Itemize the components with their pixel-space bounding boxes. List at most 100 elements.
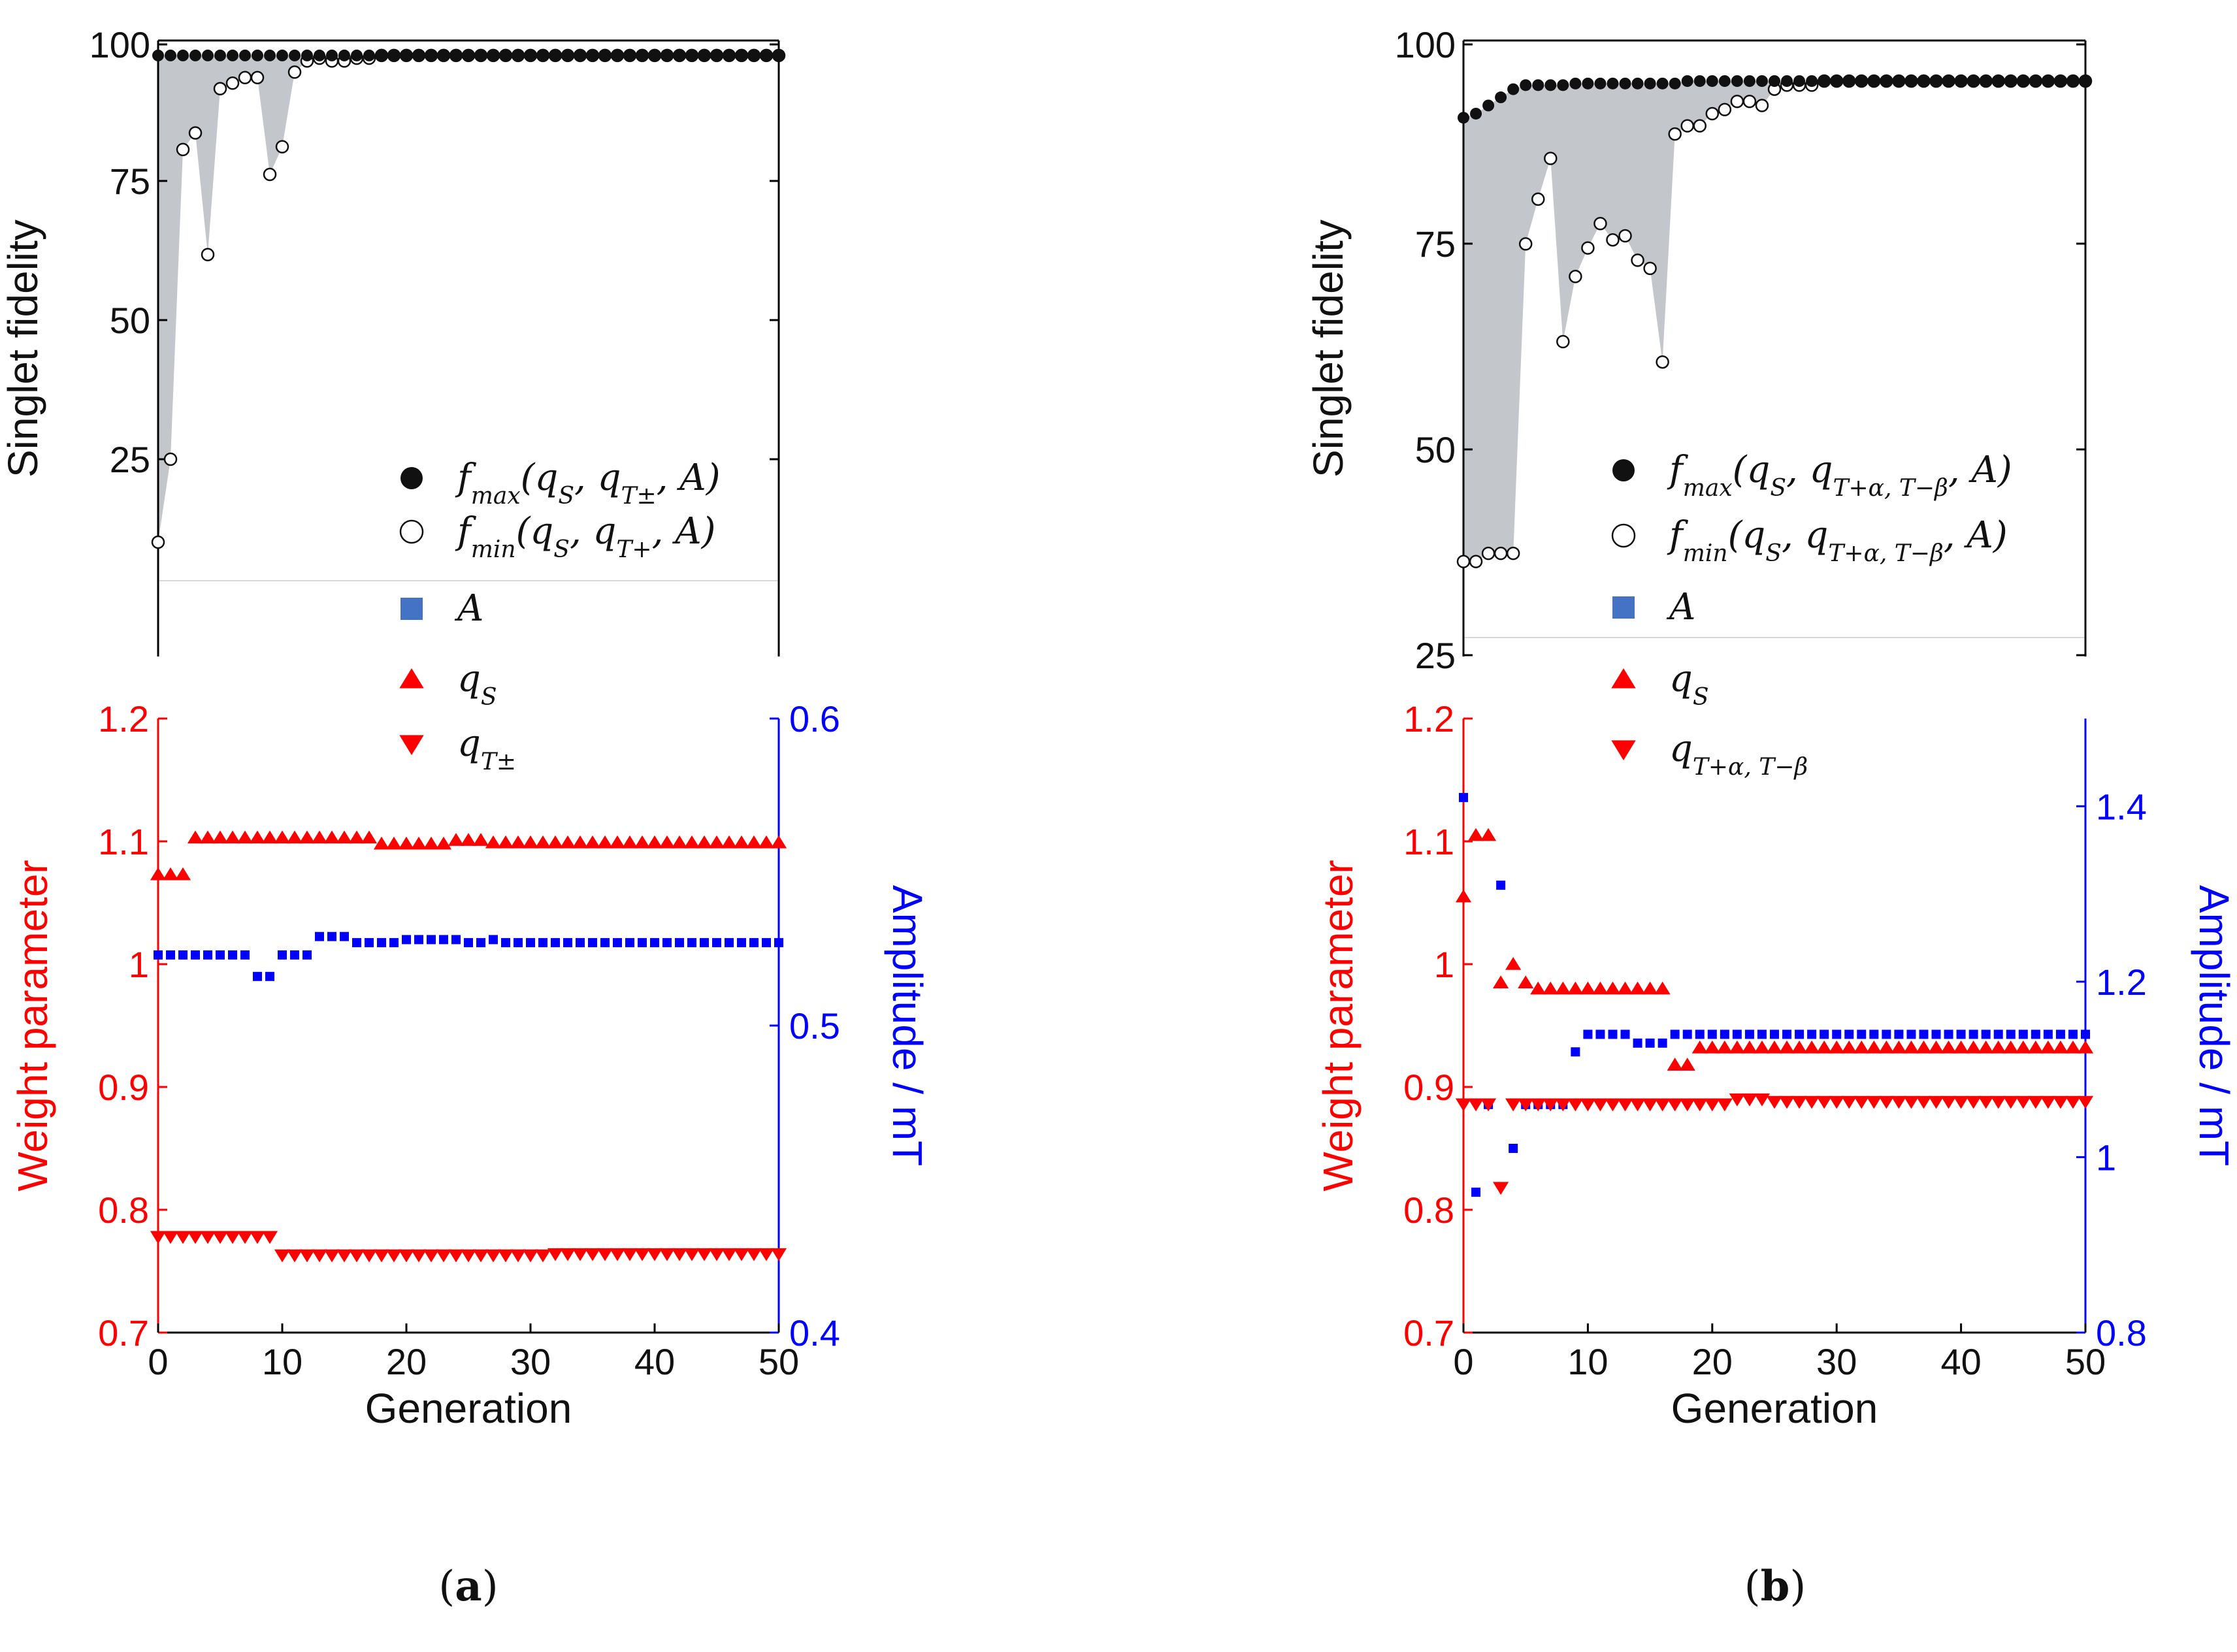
generation-x-tick-label: 10 bbox=[1567, 1341, 1608, 1382]
legend-mid: (q bbox=[1728, 514, 1766, 557]
fmin-point bbox=[1556, 334, 1570, 349]
legend-label: qT± bbox=[457, 722, 516, 775]
fmax-point bbox=[661, 49, 673, 61]
fmax-point bbox=[1992, 75, 2004, 88]
qt-point bbox=[1716, 1098, 1733, 1112]
qs-point bbox=[1592, 981, 1608, 995]
amplitude-point bbox=[240, 950, 250, 960]
fmax-point bbox=[587, 49, 598, 61]
amplitude-point bbox=[476, 938, 485, 948]
legend-divider bbox=[159, 580, 777, 581]
fmax-point bbox=[736, 49, 747, 61]
qs-point bbox=[1778, 1040, 1795, 1054]
qt-point bbox=[1704, 1098, 1720, 1112]
qs-point bbox=[2040, 1040, 2056, 1054]
qs-point bbox=[559, 835, 576, 849]
qt-point bbox=[758, 1248, 775, 1261]
amplitude-point bbox=[377, 938, 386, 948]
qt-point bbox=[348, 1249, 365, 1263]
qs-point bbox=[1978, 1040, 1994, 1054]
amplitude-point bbox=[2055, 1029, 2065, 1039]
fmin-point bbox=[1730, 95, 1744, 108]
qt-point bbox=[659, 1248, 676, 1261]
fmax-point bbox=[1930, 75, 1942, 88]
qt-point bbox=[1741, 1093, 1758, 1107]
generation-x-tick-label: 40 bbox=[634, 1341, 675, 1382]
amplitude-point bbox=[1695, 1029, 1705, 1039]
amplitude-y-tick-label: 0.4 bbox=[789, 1312, 840, 1353]
fmin-point bbox=[188, 126, 203, 140]
legend-sub: S bbox=[1693, 684, 1709, 711]
qt-point bbox=[1878, 1095, 1895, 1109]
qt-point bbox=[1480, 1098, 1497, 1112]
fmax-point bbox=[388, 49, 400, 61]
amplitude-point bbox=[675, 938, 684, 948]
amplitude-point bbox=[1844, 1029, 1854, 1039]
qt-point bbox=[2015, 1095, 2031, 1109]
fmax-point bbox=[400, 49, 412, 61]
fidelity-y-tick-label: 50 bbox=[1415, 429, 1456, 470]
fmax-point bbox=[2042, 75, 2054, 88]
qs-point bbox=[1480, 828, 1497, 841]
legend-label: qT+α, T−β bbox=[1669, 728, 1808, 781]
fmax-point bbox=[2029, 75, 2042, 88]
fmax-point bbox=[289, 49, 301, 61]
fidelity-y-tick-label: 100 bbox=[90, 24, 150, 65]
qt-point bbox=[497, 1249, 514, 1263]
qs-point bbox=[1804, 1040, 1820, 1054]
qt-point bbox=[745, 1248, 762, 1261]
fmax-point bbox=[525, 49, 536, 61]
legend-sub: T± bbox=[481, 749, 516, 775]
generation-x-tick-label: 10 bbox=[262, 1341, 302, 1382]
legend-tail: , A) bbox=[652, 510, 716, 553]
amplitude-point bbox=[1919, 1029, 1929, 1039]
fmax-point bbox=[1843, 75, 1855, 88]
fmax-point bbox=[165, 49, 176, 61]
fmin-point bbox=[201, 248, 215, 261]
amplitude-point bbox=[501, 938, 510, 948]
qs-point bbox=[448, 833, 465, 846]
qt-point bbox=[2027, 1095, 2044, 1109]
fmax-point bbox=[475, 49, 487, 61]
fmin-point bbox=[1506, 546, 1520, 560]
weight-y-tick-label: 0.9 bbox=[98, 1067, 149, 1108]
fmax-point bbox=[636, 49, 648, 61]
legend-mid: (q bbox=[521, 457, 559, 499]
qs-point bbox=[547, 835, 564, 849]
qs-point bbox=[1716, 1040, 1733, 1054]
qs-point bbox=[212, 830, 229, 844]
amplitude-point bbox=[2043, 1029, 2053, 1039]
qt-point bbox=[472, 1249, 489, 1263]
qt-point bbox=[1965, 1095, 1982, 1109]
qs-point bbox=[1654, 981, 1671, 995]
fmin-point bbox=[250, 71, 265, 85]
qt-point bbox=[150, 1231, 167, 1244]
fmax-point bbox=[1619, 77, 1631, 89]
qs-point bbox=[1841, 1040, 1857, 1054]
amplitude-point bbox=[514, 938, 523, 948]
amplitude-point bbox=[1807, 1029, 1817, 1039]
fmax-point bbox=[252, 49, 263, 61]
generation-x-label: Generation bbox=[365, 1385, 572, 1432]
fmin-point bbox=[1581, 241, 1595, 255]
fmin-point bbox=[1618, 229, 1632, 243]
qt-point bbox=[261, 1231, 278, 1244]
qt-point bbox=[187, 1231, 204, 1244]
caption-close: ) bbox=[482, 1563, 498, 1611]
amplitude-point bbox=[1931, 1029, 1941, 1039]
fidelity-plot: 25 50 75 100 Singlet fidelity bbox=[0, 24, 786, 656]
legend-marker bbox=[399, 735, 424, 755]
amplitude-point bbox=[600, 938, 610, 948]
generation-x-tick-label: 50 bbox=[759, 1341, 799, 1382]
qt-point bbox=[435, 1249, 452, 1263]
qt-point bbox=[1580, 1098, 1596, 1112]
legend-label: A bbox=[1666, 586, 1695, 628]
qt-point bbox=[311, 1249, 328, 1263]
fmax-point bbox=[487, 49, 499, 61]
qs-point bbox=[299, 830, 316, 844]
fmax-point bbox=[500, 49, 512, 61]
generation-x-tick-label: 30 bbox=[1816, 1341, 1857, 1382]
legend-divider bbox=[1465, 637, 2084, 638]
fmax-point bbox=[363, 49, 375, 61]
